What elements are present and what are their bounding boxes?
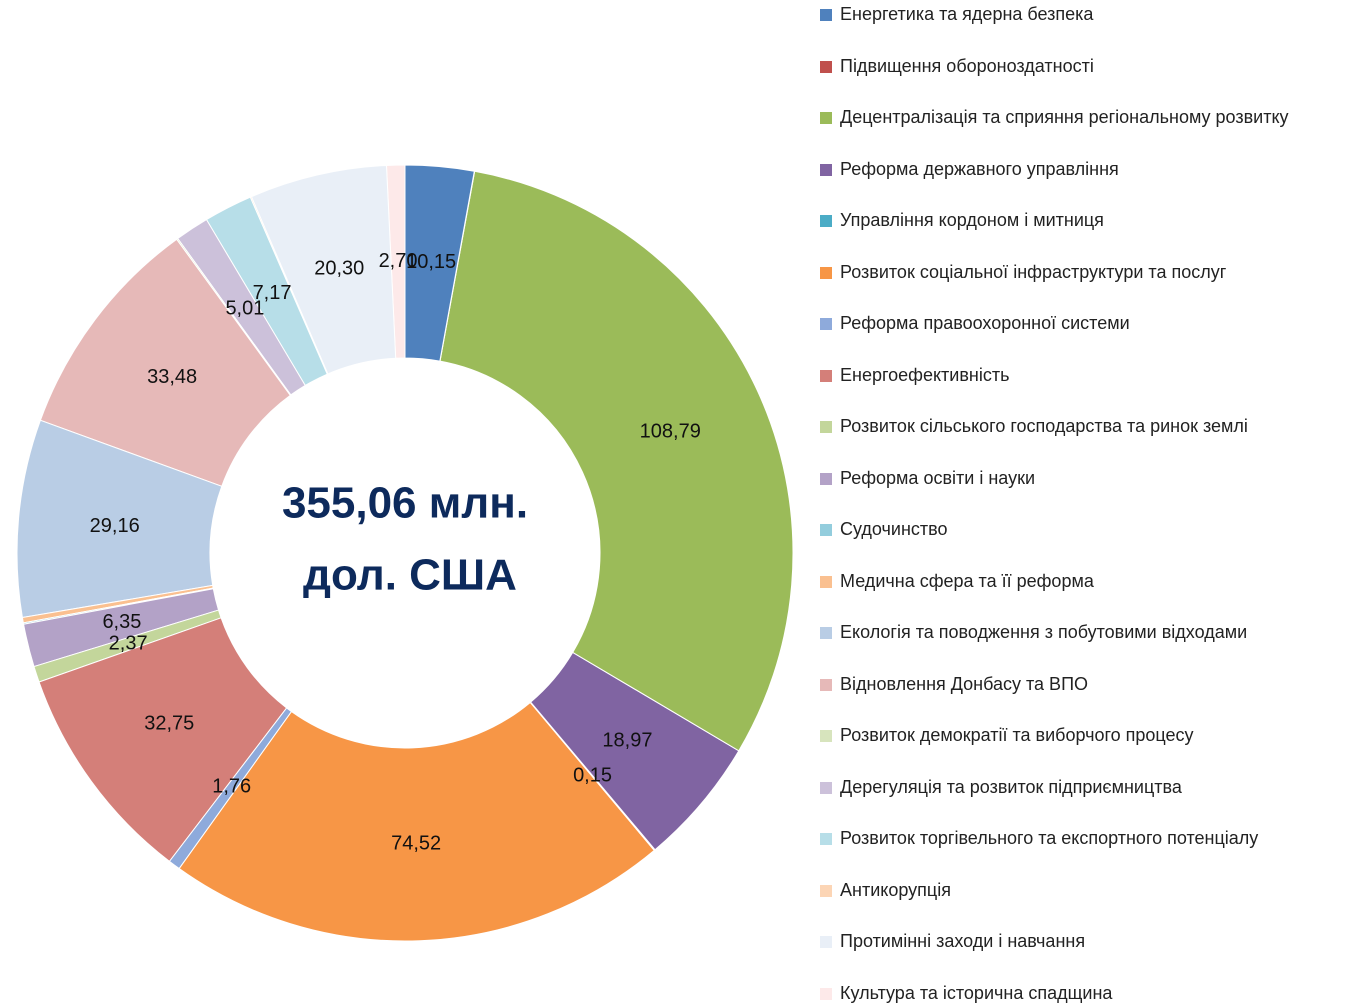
data-label: 20,30 — [314, 257, 364, 279]
legend-item: Реформа державного управління — [820, 159, 1119, 179]
slice — [168, 707, 293, 870]
data-label: 33,48 — [147, 366, 197, 388]
legend-swatch — [820, 987, 832, 1000]
data-label: 2,37 — [109, 632, 148, 654]
legend-swatch — [820, 678, 832, 691]
data-label: 1,76 — [212, 776, 251, 798]
legend-item: Підвищення обороноздатності — [820, 56, 1094, 76]
legend-item: Екологія та поводження з побутовими відх… — [820, 622, 1247, 642]
legend-label: Розвиток сільського господарства та рино… — [840, 416, 1248, 436]
legend-label: Розвиток соціальної інфраструктури та по… — [840, 261, 1227, 282]
data-label: 2,70 — [379, 250, 418, 272]
data-label: 0,15 — [573, 764, 612, 786]
legend-item: Протимінні заходи і навчання — [820, 931, 1085, 951]
legend-item: Розвиток сільського господарства та рино… — [820, 416, 1248, 436]
legend-label: Енергетика та ядерна безпека — [840, 4, 1094, 24]
slice — [529, 651, 740, 851]
legend-item: Антикорупція — [820, 880, 951, 900]
slice — [205, 196, 328, 387]
legend-swatch — [820, 421, 832, 433]
legend-label: Розвиток демократії та виборчого процесу — [840, 725, 1194, 745]
legend-item: Енергетика та ядерна безпека — [820, 4, 1093, 24]
legend-item: Розвиток соціальної інфраструктури та по… — [820, 262, 1226, 282]
data-label: 74,52 — [391, 833, 441, 855]
legend-label: Реформа освіти і науки — [840, 467, 1035, 488]
legend-label: Енергоефективність — [840, 364, 1010, 385]
legend-label: Управління кордоном і митниця — [840, 210, 1104, 230]
legend-swatch — [820, 884, 832, 897]
slice — [250, 164, 397, 375]
legend-swatch — [820, 627, 832, 639]
slice — [16, 419, 223, 619]
legend-item: Реформа освіти і науки — [820, 468, 1035, 488]
legend-item: Децентралізація та сприяння регіональном… — [820, 107, 1289, 127]
slice — [38, 617, 288, 863]
legend-item: Розвиток торгівельного та експортного по… — [820, 828, 1258, 848]
legend-swatch — [820, 60, 832, 73]
legend-swatch — [820, 9, 832, 21]
legend-item: Відновлення Донбасу та ВПО — [820, 674, 1088, 694]
legend-label: Відновлення Донбасу та ВПО — [840, 673, 1089, 694]
legend-label: Реформа правоохоронної системи — [840, 313, 1130, 333]
legend-label: Підвищення обороноздатності — [840, 55, 1094, 76]
legend-item: Медична сфера та її реформа — [820, 571, 1094, 591]
slice — [33, 609, 222, 683]
legend-item: Реформа правоохоронної системи — [820, 313, 1130, 333]
legend-swatch — [820, 781, 832, 794]
data-label: 10,15 — [406, 251, 456, 273]
legend-item: Розвиток демократії та виборчого процесу — [820, 725, 1194, 745]
center-label: дол. США — [303, 551, 517, 600]
legend-swatch — [820, 163, 832, 176]
slice — [404, 164, 475, 362]
legend-item: Судочинство — [820, 519, 948, 539]
data-label: 6,35 — [102, 611, 141, 633]
data-label: 108,79 — [640, 420, 701, 442]
legend-label: Реформа державного управління — [840, 158, 1119, 179]
legend-swatch — [820, 936, 832, 948]
legend-label: Розвиток торгівельного та експортного по… — [840, 828, 1259, 848]
legend-label: Екологія та поводження з побутовими відх… — [840, 622, 1248, 642]
data-label: 5,01 — [225, 298, 264, 320]
data-label: 18,97 — [602, 730, 652, 752]
center-label: 355,06 млн. — [282, 479, 528, 528]
legend-item: Енергоефективність — [820, 365, 1009, 385]
slice — [178, 701, 655, 942]
legend-swatch — [820, 833, 832, 845]
legend-label: Медична сфера та її реформа — [840, 570, 1094, 591]
legend-item: Культура та історична спадщина — [820, 983, 1112, 1003]
legend-swatch — [820, 266, 832, 279]
legend-label: Антикорупція — [840, 879, 951, 900]
slice — [439, 170, 794, 752]
legend-swatch — [820, 575, 832, 588]
legend-label: Судочинство — [840, 519, 948, 539]
data-label: 7,17 — [253, 282, 292, 304]
legend-label: Децентралізація та сприяння регіональном… — [840, 107, 1289, 127]
legend-item: Дерегуляція та розвиток підприємництва — [820, 777, 1182, 797]
legend-swatch — [820, 524, 832, 536]
legend-swatch — [820, 112, 832, 124]
legend-label: Протимінні заходи і навчання — [840, 931, 1086, 951]
slice — [177, 218, 306, 396]
legend-swatch — [820, 318, 832, 330]
legend-swatch — [820, 369, 832, 382]
legend-label: Дерегуляція та розвиток підприємництва — [840, 776, 1182, 797]
data-label: 32,75 — [144, 713, 194, 735]
slice — [23, 588, 220, 668]
chart: 355,06 млн. дол. США 10,15 108,79 18,97 0,1… — [16, 164, 794, 942]
legend-swatch — [820, 215, 832, 227]
legend-swatch — [820, 472, 832, 485]
legend-item: Управління кордоном і митниця — [820, 210, 1104, 230]
slice — [39, 238, 291, 487]
legend-swatch — [820, 730, 832, 742]
data-label: 29,16 — [90, 515, 140, 537]
legend-label: Культура та історична спадщина — [840, 982, 1113, 1003]
